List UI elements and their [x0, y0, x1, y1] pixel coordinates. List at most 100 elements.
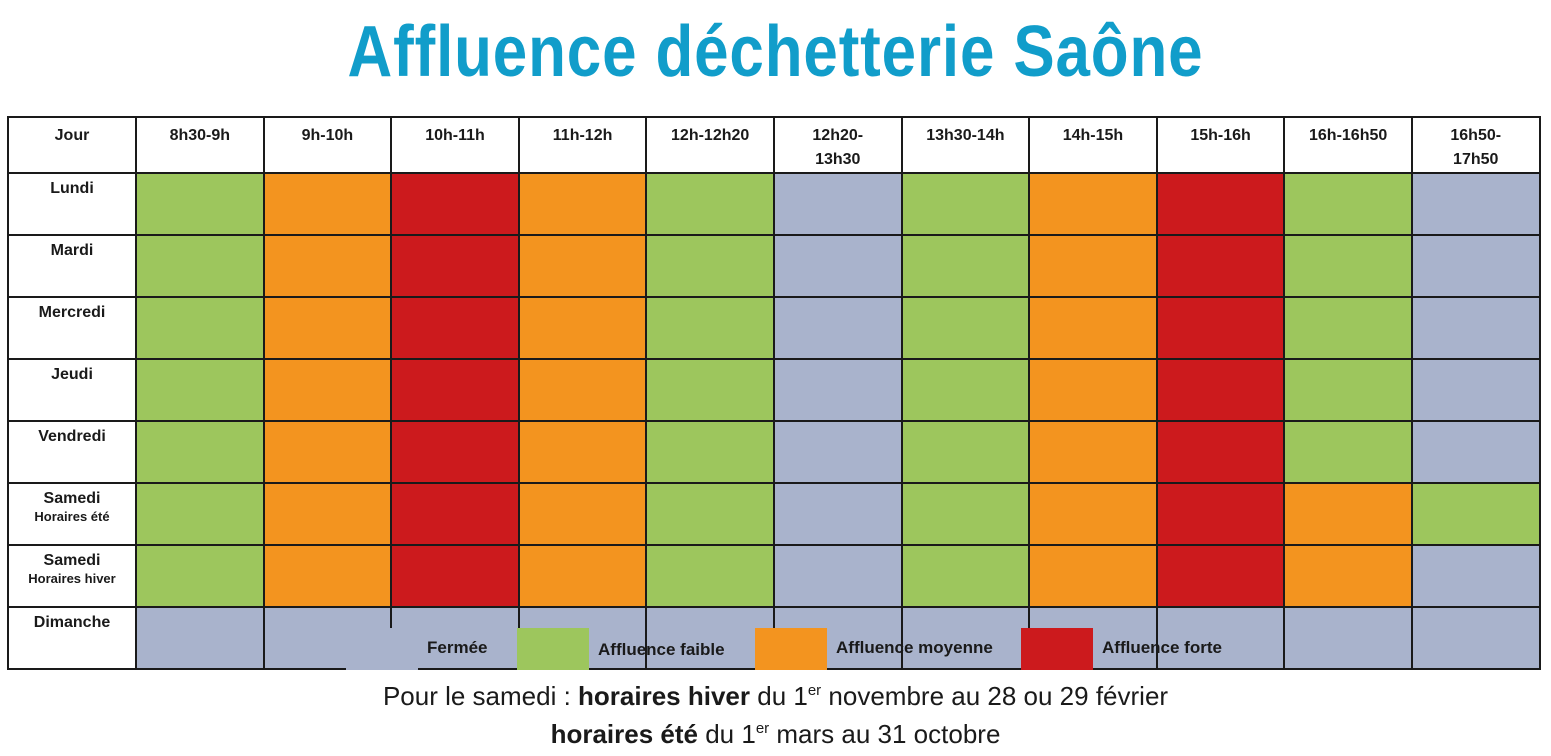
- cell-forte: [1155, 544, 1286, 608]
- cell-forte: [390, 234, 520, 298]
- cell-fermee: [772, 234, 903, 298]
- table-body: Lundi Mardi Mercredi Jeudi Vendredi Samedi Hor…: [7, 172, 1541, 670]
- row-day-label: Mercredi: [7, 296, 137, 360]
- note-prefix: Pour le samedi :: [382, 681, 579, 711]
- affluence-table: Jour 8h30-9h 9h-10h 10h-11h 11h-12h 12h-12h20…: [7, 116, 1541, 670]
- cell-faible: [1283, 234, 1413, 298]
- cell-faible: [1283, 420, 1413, 484]
- table-row: Vendredi: [7, 420, 1541, 484]
- note-summer-sup: er: [755, 720, 770, 737]
- cell-faible: [1283, 296, 1413, 360]
- cell-faible: [900, 544, 1031, 608]
- cell-faible: [645, 172, 775, 236]
- note-winter-mid: du 1: [750, 681, 808, 711]
- column-header: 16h-16h50: [1283, 116, 1413, 174]
- cell-faible: [1410, 482, 1541, 546]
- column-header: 11h-12h: [517, 116, 648, 174]
- column-header-text: 8h30-9h: [169, 127, 231, 144]
- cell-fermee: [772, 296, 903, 360]
- cell-fermee: [772, 544, 903, 608]
- day-name: Dimanche: [33, 614, 111, 631]
- cell-faible: [1283, 358, 1413, 422]
- column-header-text: 16h-16h50: [1309, 127, 1388, 144]
- cell-moyenne: [262, 234, 393, 298]
- cell-faible: [645, 420, 775, 484]
- row-day-label: Samedi Horaires été: [7, 482, 137, 546]
- cell-moyenne: [1028, 358, 1158, 422]
- cell-faible: [900, 482, 1031, 546]
- cell-faible: [900, 358, 1031, 422]
- cell-faible: [135, 358, 265, 422]
- header-jour: Jour: [7, 116, 137, 174]
- table-row: Mercredi: [7, 296, 1541, 360]
- cell-fermee: [900, 606, 1031, 670]
- cell-fermee: [1283, 606, 1413, 670]
- column-header-text: 12h20-: [812, 127, 864, 144]
- day-schedule-label: Horaires hiver: [28, 571, 116, 586]
- note-line-winter: Pour le samedi : horaires hiver du 1er n…: [0, 681, 1551, 712]
- column-header-text: 13h30: [815, 151, 861, 168]
- cell-faible: [900, 234, 1031, 298]
- cell-fermee: [772, 358, 903, 422]
- cell-fermee: [772, 482, 903, 546]
- day-name: Mercredi: [38, 304, 106, 321]
- cell-moyenne: [1283, 544, 1413, 608]
- column-header-text: 11h-12h: [552, 127, 613, 144]
- cell-faible: [135, 296, 265, 360]
- table-row: Samedi Horaires hiver: [7, 544, 1541, 608]
- note-summer-mid: du 1: [698, 719, 756, 749]
- day-name: Samedi: [43, 552, 101, 569]
- column-header-text: 17h50: [1453, 151, 1499, 168]
- cell-forte: [1155, 296, 1286, 360]
- cell-forte: [1155, 234, 1286, 298]
- cell-forte: [390, 482, 520, 546]
- column-header: 12h20- 13h30: [772, 116, 903, 174]
- cell-moyenne: [1028, 172, 1158, 236]
- cell-moyenne: [517, 482, 648, 546]
- cell-moyenne: [262, 420, 393, 484]
- note-line-summer: horaires été du 1er mars au 31 octobre: [0, 719, 1551, 750]
- cell-faible: [900, 420, 1031, 484]
- cell-fermee: [1410, 172, 1541, 236]
- cell-moyenne: [262, 358, 393, 422]
- cell-forte: [1155, 172, 1286, 236]
- day-name: Samedi: [43, 490, 101, 507]
- cell-fermee: [1410, 358, 1541, 422]
- legend-swatch-faible: [517, 628, 589, 670]
- row-day-label: Mardi: [7, 234, 137, 298]
- table-row: Lundi: [7, 172, 1541, 236]
- column-header: 14h-15h: [1028, 116, 1158, 174]
- cell-moyenne: [1028, 482, 1158, 546]
- cell-faible: [1283, 172, 1413, 236]
- row-day-label: Dimanche: [7, 606, 137, 670]
- cell-faible: [135, 172, 265, 236]
- cell-forte: [1155, 420, 1286, 484]
- cell-faible: [645, 544, 775, 608]
- row-day-label: Jeudi: [7, 358, 137, 422]
- legend-swatch-forte: [1021, 628, 1093, 670]
- cell-moyenne: [1283, 482, 1413, 546]
- cell-fermee: [772, 172, 903, 236]
- table-row: Jeudi: [7, 358, 1541, 422]
- column-header-text: 12h-12h20: [671, 127, 750, 144]
- page-title: Affluence déchetterie Saône: [347, 12, 1204, 92]
- cell-moyenne: [1028, 296, 1158, 360]
- note-winter-suffix: novembre au 28 ou 29 février: [821, 681, 1169, 711]
- table-row: Dimanche: [7, 606, 1541, 670]
- cell-moyenne: [1028, 420, 1158, 484]
- legend: Fermée Affluence faible Affluence moyenn…: [0, 628, 1551, 672]
- cell-forte: [1155, 358, 1286, 422]
- column-header-text: 9h-10h: [301, 127, 354, 144]
- table-header-row: Jour 8h30-9h 9h-10h 10h-11h 11h-12h 12h-12h20…: [7, 116, 1541, 174]
- column-header: 15h-16h: [1155, 116, 1286, 174]
- cell-forte: [390, 358, 520, 422]
- cell-forte: [1155, 482, 1286, 546]
- cell-moyenne: [262, 296, 393, 360]
- table-row: Samedi Horaires été: [7, 482, 1541, 546]
- day-name: Mardi: [50, 242, 94, 259]
- column-header: 16h50- 17h50: [1410, 116, 1541, 174]
- cell-faible: [135, 420, 265, 484]
- table-row: Mardi: [7, 234, 1541, 298]
- row-day-label: Vendredi: [7, 420, 137, 484]
- cell-fermee: [1410, 606, 1541, 670]
